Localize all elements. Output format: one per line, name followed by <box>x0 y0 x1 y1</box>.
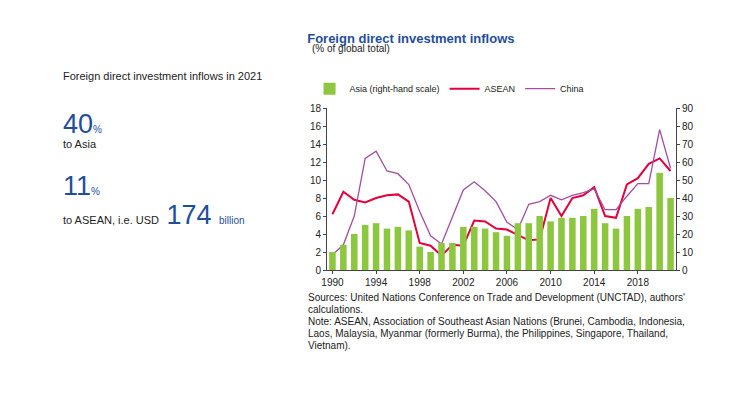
html-text:to Asia: to Asia <box>63 138 96 150</box>
svg-text:Foreign direct investment infl: Foreign direct investment inflows <box>307 31 514 46</box>
svg-text:50: 50 <box>682 175 694 186</box>
html-text:11: 11 <box>63 171 91 201</box>
svg-text:(% of global total): (% of global total) <box>312 43 390 54</box>
svg-text:6: 6 <box>315 211 321 222</box>
html-text:Note: ASEAN, Association of So: Note: ASEAN, Association of Southeast As… <box>308 316 685 351</box>
svg-text:20: 20 <box>682 229 694 240</box>
svg-text:10: 10 <box>682 247 694 258</box>
svg-text:18: 18 <box>310 103 322 114</box>
svg-text:2002: 2002 <box>452 277 475 288</box>
svg-text:10: 10 <box>310 175 322 186</box>
svg-text:4: 4 <box>315 229 321 240</box>
svg-text:12: 12 <box>310 157 322 168</box>
svg-text:40: 40 <box>682 193 694 204</box>
svg-text:80: 80 <box>682 121 694 132</box>
html-text:Foreign direct investment infl: Foreign direct investment inflows in 202… <box>63 70 263 82</box>
svg-text:8: 8 <box>315 193 321 204</box>
html-text:40: 40 <box>63 109 93 139</box>
svg-text:2: 2 <box>315 247 321 258</box>
svg-text:16: 16 <box>310 121 322 132</box>
svg-text:60: 60 <box>682 157 694 168</box>
svg-text:30: 30 <box>682 211 694 222</box>
svg-text:14: 14 <box>310 139 322 150</box>
html-text:to ASEAN, i.e. USD: to ASEAN, i.e. USD <box>63 214 159 226</box>
svg-text:90: 90 <box>682 103 694 114</box>
svg-text:1990: 1990 <box>321 277 344 288</box>
html-text:Sources: United Nations Confer: Sources: United Nations Conference on Tr… <box>308 292 685 315</box>
svg-text:2010: 2010 <box>539 277 562 288</box>
svg-text:0: 0 <box>315 265 321 276</box>
svg-text:1994: 1994 <box>365 277 388 288</box>
svg-text:2018: 2018 <box>627 277 650 288</box>
html-text:174: 174 <box>159 200 219 230</box>
svg-text:ASEAN: ASEAN <box>485 84 516 94</box>
svg-text:0: 0 <box>682 265 688 276</box>
svg-text:Asia (right-hand scale): Asia (right-hand scale) <box>350 84 440 94</box>
svg-text:70: 70 <box>682 139 694 150</box>
svg-text:China: China <box>560 84 584 94</box>
html-text:billion: billion <box>219 215 245 226</box>
svg-text:2014: 2014 <box>583 277 606 288</box>
svg-text:2006: 2006 <box>496 277 519 288</box>
svg-text:1998: 1998 <box>409 277 432 288</box>
